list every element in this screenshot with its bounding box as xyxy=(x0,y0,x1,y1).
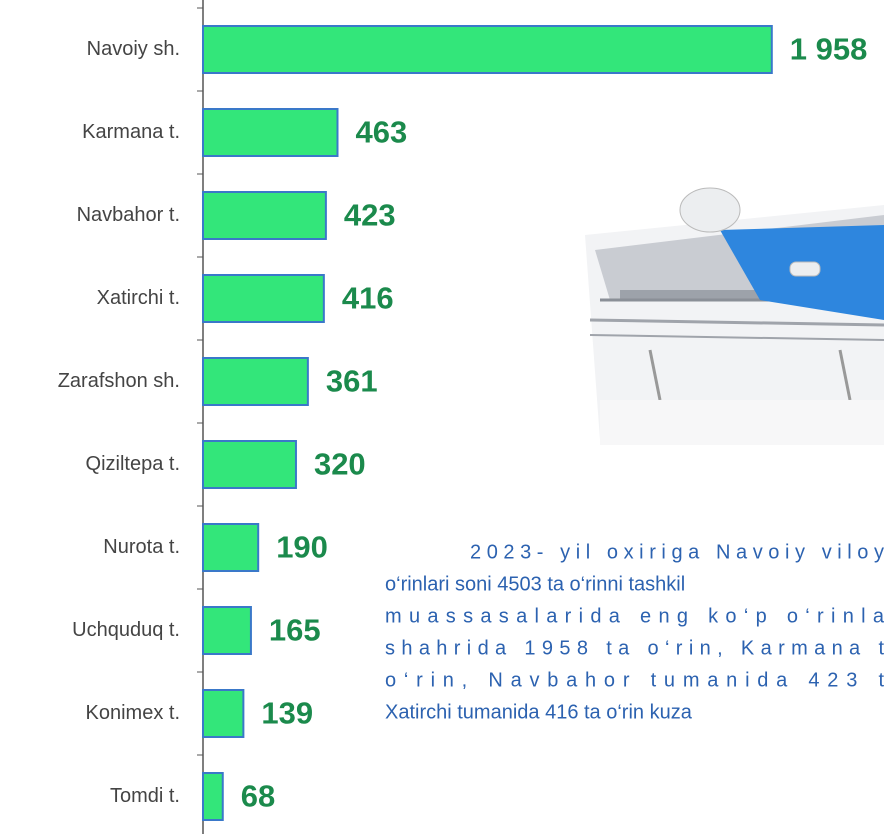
category-label: Navbahor t. xyxy=(77,204,180,226)
bar xyxy=(202,274,325,323)
category-label: Karmana t. xyxy=(82,121,180,143)
paragraph-line: muassasalarida eng ko‘p o‘rinla xyxy=(385,605,884,627)
category-label: Xatirchi t. xyxy=(97,287,180,309)
value-label: 463 xyxy=(356,115,408,150)
category-label: Uchquduq t. xyxy=(72,619,180,641)
paragraph-line: Xatirchi tumanida 416 ta o‘rin kuza xyxy=(385,701,693,723)
value-label: 423 xyxy=(344,198,396,233)
paragraph-line: o‘rin, Navbahor tumanida 423 t xyxy=(385,669,884,691)
bar xyxy=(202,25,773,74)
bar xyxy=(202,440,297,489)
value-label: 1 958 xyxy=(790,32,868,67)
value-label: 361 xyxy=(326,364,378,399)
category-label: Konimex t. xyxy=(86,702,180,724)
paragraph-line: 2023- yil oxiriga Navoiy viloy xyxy=(470,541,884,563)
value-label: 416 xyxy=(342,281,394,316)
category-label: Nurota t. xyxy=(103,536,180,558)
value-label: 165 xyxy=(269,613,321,648)
bar xyxy=(202,357,309,406)
category-label: Zarafshon sh. xyxy=(58,370,180,392)
bar xyxy=(202,191,327,240)
category-label: Qiziltepa t. xyxy=(86,453,180,475)
bar xyxy=(202,108,339,157)
value-label: 139 xyxy=(261,696,313,731)
category-label: Navoiy sh. xyxy=(87,38,180,60)
paragraph-line: o‘rinlari soni 4503 ta o‘rinni tashkil xyxy=(385,573,685,595)
bar xyxy=(202,523,260,572)
bar xyxy=(202,689,245,738)
paragraph-line: shahrida 1958 ta o‘rin, Karmana t xyxy=(385,637,884,659)
bar xyxy=(202,772,224,821)
value-label: 190 xyxy=(276,530,328,565)
category-label: Tomdi t. xyxy=(110,785,180,807)
bar xyxy=(202,606,252,655)
value-label: 68 xyxy=(241,779,275,814)
value-label: 320 xyxy=(314,447,366,482)
illustration xyxy=(585,187,884,445)
